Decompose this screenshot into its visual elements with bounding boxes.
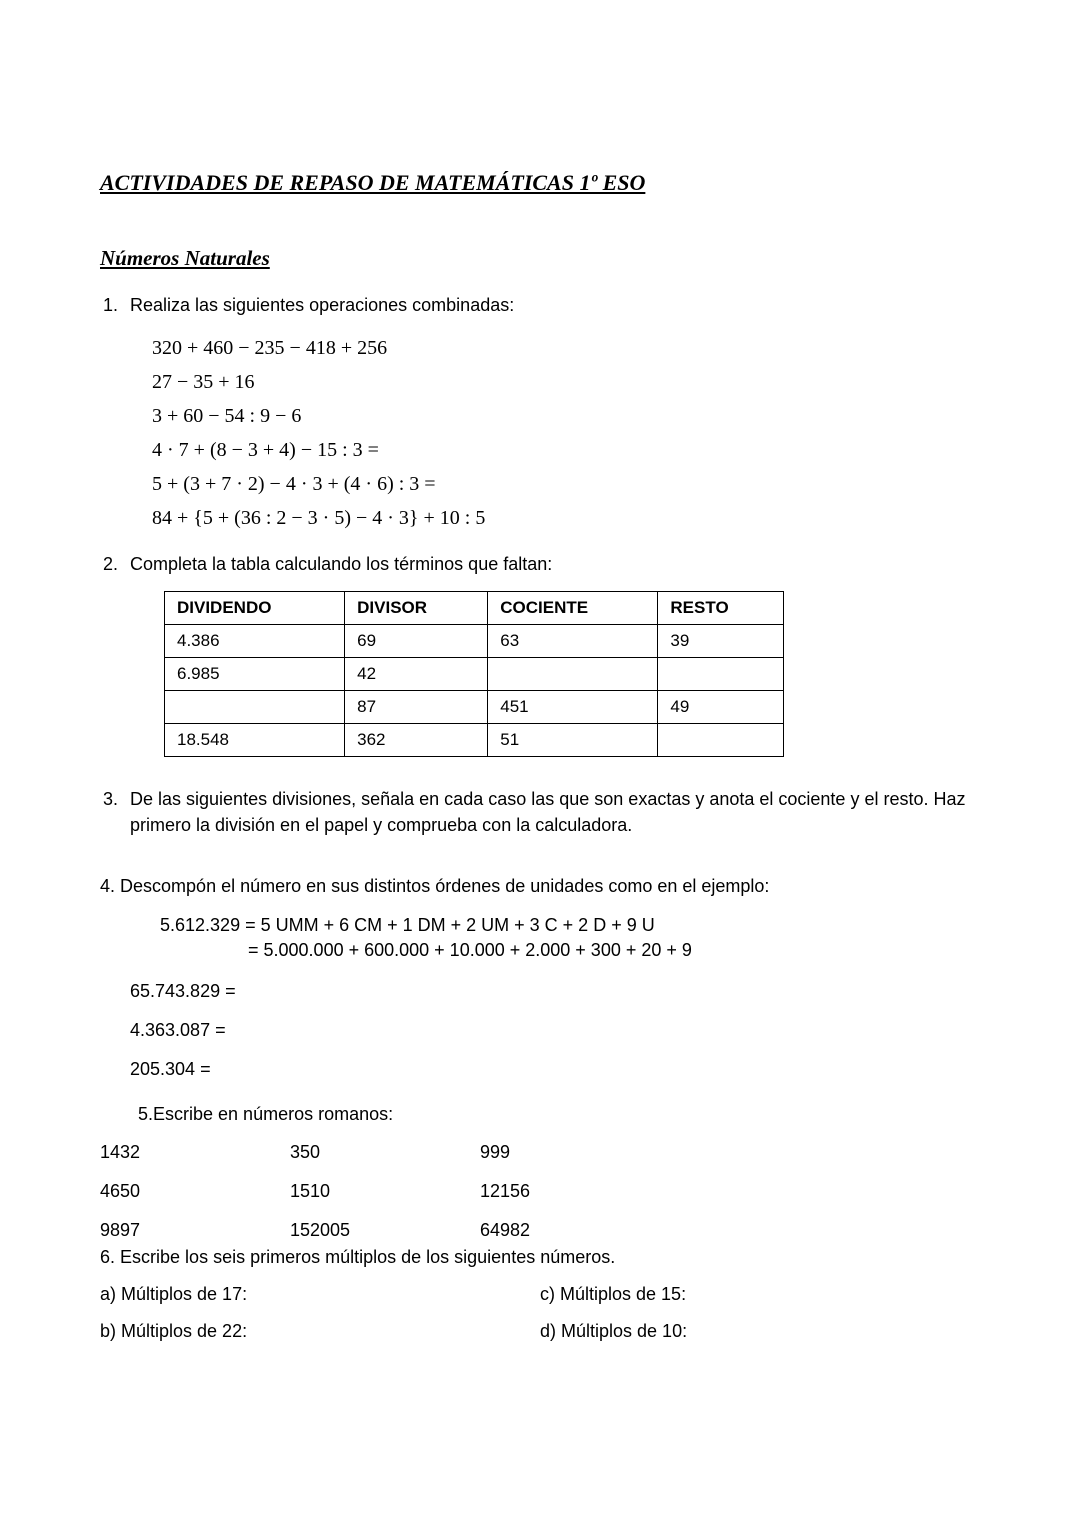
table-row: 87 451 49 [165, 691, 784, 724]
math-line: 84 + {5 + (36 : 2 − 3 · 5) − 4 · 3} + 10… [152, 502, 980, 534]
roman-num: 999 [480, 1142, 640, 1163]
roman-num: 64982 [480, 1220, 640, 1241]
cell [488, 658, 658, 691]
exercise-4: 4. Descompón el número en sus distintos … [100, 874, 980, 899]
table-row: 4.386 69 63 39 [165, 625, 784, 658]
exercise-4-number: 4. [100, 876, 115, 896]
exercise-2-number: 2. [100, 552, 130, 577]
exercise-3: 3. De las siguientes divisiones, señala … [100, 787, 980, 837]
cell: 6.985 [165, 658, 345, 691]
exercise-5: 5.Escribe en números romanos: [138, 1102, 980, 1127]
math-line: 4 · 7 + (8 − 3 + 4) − 15 : 3 = [152, 434, 980, 466]
roman-num: 12156 [480, 1181, 640, 1202]
cell: 4.386 [165, 625, 345, 658]
cell: 49 [658, 691, 784, 724]
exercise-4-prompt: Descompón el número en sus distintos órd… [120, 876, 769, 896]
exercise-1-number: 1. [100, 293, 130, 318]
cell: 63 [488, 625, 658, 658]
ex4-decomp-2: 4.363.087 = [130, 1020, 980, 1041]
exercise-2-prompt: Completa la tabla calculando los término… [130, 552, 980, 577]
math-line: 5 + (3 + 7 · 2) − 4 · 3 + (4 · 6) : 3 = [152, 468, 980, 500]
example-line1: 5.612.329 = 5 UMM + 6 CM + 1 DM + 2 UM +… [160, 913, 980, 938]
mult-item-c: c) Múltiplos de 15: [540, 1284, 980, 1305]
exercise-3-number: 3. [100, 787, 130, 837]
roman-num: 1432 [100, 1142, 290, 1163]
roman-num: 9897 [100, 1220, 290, 1241]
ex4-decomp-3: 205.304 = [130, 1059, 980, 1080]
cell: 18.548 [165, 724, 345, 757]
cell: 87 [345, 691, 488, 724]
exercise-1-prompt: Realiza las siguientes operaciones combi… [130, 293, 980, 318]
exercise-6-number: 6. [100, 1247, 115, 1267]
cell: 39 [658, 625, 784, 658]
cell [658, 658, 784, 691]
exercise-4-example: 5.612.329 = 5 UMM + 6 CM + 1 DM + 2 UM +… [160, 913, 980, 963]
cell: 51 [488, 724, 658, 757]
th-resto: RESTO [658, 592, 784, 625]
roman-num: 152005 [290, 1220, 480, 1241]
cell [165, 691, 345, 724]
exercise-3-prompt: De las siguientes divisiones, señala en … [130, 787, 980, 837]
th-cociente: COCIENTE [488, 592, 658, 625]
math-line: 320 + 460 − 235 − 418 + 256 [152, 332, 980, 364]
mult-item-b: b) Múltiplos de 22: [100, 1321, 540, 1342]
table-row: 18.548 362 51 [165, 724, 784, 757]
exercise-5-number: 5. [138, 1104, 153, 1124]
th-divisor: DIVISOR [345, 592, 488, 625]
mult-item-a: a) Múltiplos de 17: [100, 1284, 540, 1305]
roman-numbers-grid: 1432 350 999 4650 1510 12156 9897 152005… [100, 1142, 980, 1241]
division-table: DIVIDENDO DIVISOR COCIENTE RESTO 4.386 6… [164, 591, 784, 757]
exercise-1: 1. Realiza las siguientes operaciones co… [100, 293, 980, 318]
ex4-decomp-1: 65.743.829 = [130, 981, 980, 1002]
mult-item-d: d) Múltiplos de 10: [540, 1321, 980, 1342]
table-row: 6.985 42 [165, 658, 784, 691]
cell: 451 [488, 691, 658, 724]
cell: 69 [345, 625, 488, 658]
cell [658, 724, 784, 757]
exercise-1-math: 320 + 460 − 235 − 418 + 256 27 − 35 + 16… [152, 332, 980, 534]
roman-num: 350 [290, 1142, 480, 1163]
example-line2: = 5.000.000 + 600.000 + 10.000 + 2.000 +… [160, 938, 980, 963]
math-line: 27 − 35 + 16 [152, 366, 980, 398]
multiples-grid: a) Múltiplos de 17: c) Múltiplos de 15: … [100, 1284, 980, 1342]
exercise-6: 6. Escribe los seis primeros múltiplos d… [100, 1245, 980, 1270]
roman-num: 4650 [100, 1181, 290, 1202]
page-title: ACTIVIDADES DE REPASO DE MATEMÁTICAS 1º … [100, 170, 980, 196]
section-title: Números Naturales [100, 246, 980, 271]
cell: 42 [345, 658, 488, 691]
th-dividendo: DIVIDENDO [165, 592, 345, 625]
table-header-row: DIVIDENDO DIVISOR COCIENTE RESTO [165, 592, 784, 625]
exercise-6-prompt: Escribe los seis primeros múltiplos de l… [120, 1247, 615, 1267]
roman-num: 1510 [290, 1181, 480, 1202]
math-line: 3 + 60 − 54 : 9 − 6 [152, 400, 980, 432]
exercise-2: 2. Completa la tabla calculando los térm… [100, 552, 980, 577]
cell: 362 [345, 724, 488, 757]
exercise-5-prompt: Escribe en números romanos: [153, 1104, 393, 1124]
